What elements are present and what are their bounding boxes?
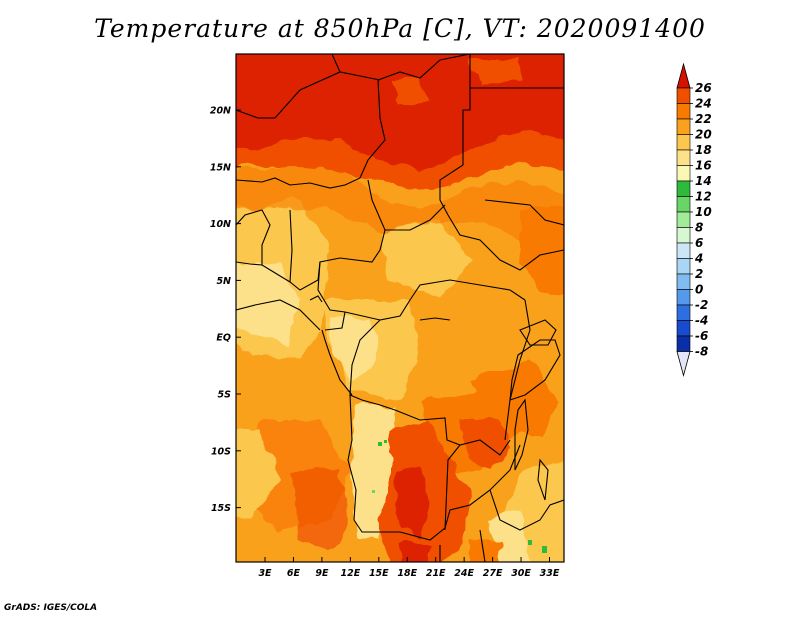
colorbar-box <box>676 258 691 275</box>
colorbar-label: 26 <box>695 81 712 95</box>
colorbar-label: 22 <box>695 112 712 126</box>
map-frame <box>235 53 565 563</box>
colorbar-label: -6 <box>695 329 708 343</box>
colorbar-label: 14 <box>695 174 712 188</box>
colorbar-box <box>676 149 691 166</box>
colorbar-label: 24 <box>695 97 712 111</box>
colorbar-label: 16 <box>695 159 712 173</box>
lon-label: 12E <box>340 568 360 579</box>
colorbar-under-arrow <box>676 351 691 378</box>
colorbar-label: 6 <box>695 236 703 250</box>
colorbar-box <box>676 103 691 120</box>
colorbar-label: 4 <box>694 252 703 266</box>
lon-label: 6E <box>287 568 301 579</box>
lon-label: 27E <box>483 568 503 579</box>
lat-label: 15S <box>211 503 231 514</box>
colorbar-box <box>676 118 691 135</box>
lat-label: 20N <box>210 106 231 117</box>
colorbar-box <box>676 211 691 228</box>
latitude-axis: 20N 15N 10N 5N EQ 5S 10S 15S <box>210 106 241 514</box>
colorbar-over-arrow <box>676 62 691 89</box>
colorbar-box <box>676 273 691 290</box>
colorbar-label: 20 <box>695 128 712 142</box>
colorbar-box <box>676 87 691 104</box>
lon-label: 9E <box>315 568 329 579</box>
lat-label: 15N <box>210 162 231 173</box>
grads-credit: GrADS: IGES/COLA <box>4 603 98 613</box>
colorbar-box <box>676 335 691 352</box>
colorbar-label: 8 <box>695 221 703 235</box>
lon-label: 18E <box>397 568 417 579</box>
colorbar-box <box>676 134 691 151</box>
colorbar-label: 10 <box>695 205 712 219</box>
lat-label: 5N <box>216 276 231 287</box>
longitude-axis: 3E 6E 9E 12E 15E 18E 21E 24E 27E 30E 33E <box>258 557 560 579</box>
colorbar-box <box>676 227 691 244</box>
colorbar-box <box>676 304 691 321</box>
colorbar-box <box>676 320 691 337</box>
lon-label: 3E <box>258 568 272 579</box>
lat-label: 10N <box>210 219 231 230</box>
temperature-field <box>236 54 564 562</box>
country-borders <box>236 54 564 562</box>
colorbar-box <box>676 196 691 213</box>
colorbar-label: -2 <box>695 298 708 312</box>
colorbar-label: 12 <box>695 190 712 204</box>
colorbar-box <box>676 180 691 197</box>
lon-label: 24E <box>454 568 474 579</box>
colorbar-label: -8 <box>695 345 708 359</box>
colorbar-label: 18 <box>695 143 712 157</box>
colorbar-label: -4 <box>695 314 708 328</box>
colorbar-box <box>676 165 691 182</box>
lat-label: 10S <box>211 446 231 457</box>
colorbar-box <box>676 289 691 306</box>
colorbar-label: 2 <box>695 267 703 281</box>
lon-label: 30E <box>511 568 531 579</box>
lon-label: 33E <box>540 568 560 579</box>
colorbar-box <box>676 242 691 259</box>
lon-label: 15E <box>369 568 389 579</box>
lat-label: 5S <box>218 390 232 401</box>
colorbar-label: 0 <box>695 283 703 297</box>
map-title: Temperature at 850hPa [C], VT: 202009140… <box>94 14 706 43</box>
lon-label: 21E <box>426 568 446 579</box>
lat-label: EQ <box>216 333 231 344</box>
